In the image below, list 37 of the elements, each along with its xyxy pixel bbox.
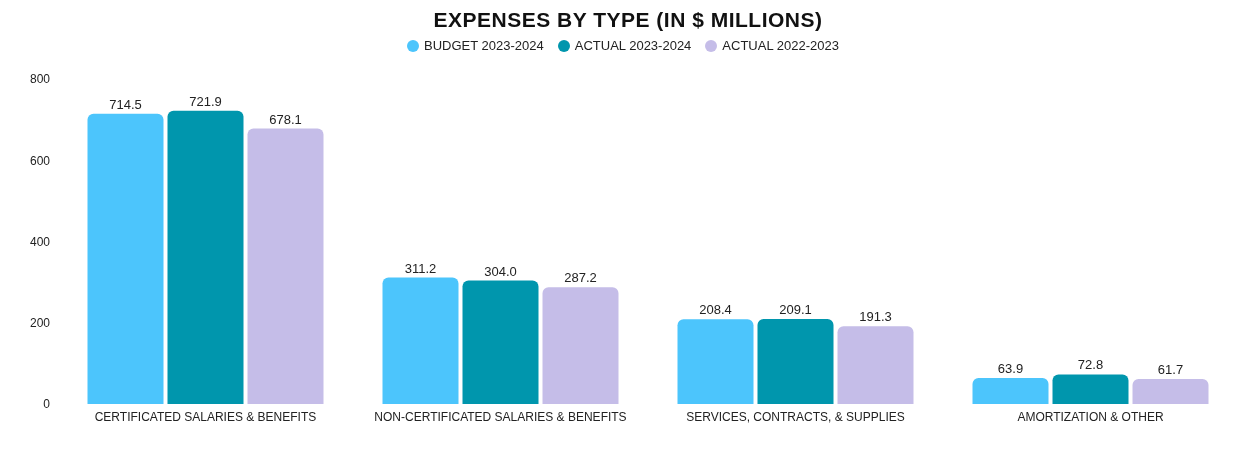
text: 72.8 [1077, 357, 1104, 373]
bar [247, 128, 324, 404]
bar [167, 110, 244, 404]
bar [87, 113, 164, 404]
text: 209.1 [779, 302, 812, 318]
bar [972, 378, 1049, 404]
bar [677, 319, 754, 404]
bar [757, 319, 834, 404]
text: 63.9 [997, 361, 1024, 377]
text: 191.3 [859, 309, 892, 325]
bar [1052, 374, 1129, 404]
legend-label: ACTUAL 2022-2023 [722, 38, 839, 53]
x-tick-label: SERVICES, CONTRACTS, & SUPPLIES [686, 409, 905, 424]
x-tick-label: CERTIFICATED SALARIES & BENEFITS [94, 409, 317, 424]
bar [382, 277, 459, 404]
bar [462, 280, 539, 404]
text: 714.5 [109, 96, 142, 112]
y-tick-label: 0 [43, 397, 51, 412]
x-tick-label: AMORTIZATION & OTHER [1017, 409, 1164, 424]
text: 311.2 [404, 260, 437, 276]
bar [1132, 378, 1209, 404]
text: 61.7 [1157, 361, 1184, 377]
bar [542, 287, 619, 404]
y-tick-label: 600 [29, 153, 51, 168]
legend-label: ACTUAL 2023-2024 [574, 38, 692, 53]
x-tick-label: NON-CERTIFICATED SALARIES & BENEFITS [374, 409, 627, 424]
text: 304.0 [484, 263, 517, 279]
text: 287.2 [564, 270, 597, 286]
legend-label: BUDGET 2023-2024 [424, 38, 544, 53]
chart-title: EXPENSES BY TYPE (IN $ MILLIONS) [432, 8, 824, 32]
text: 721.9 [189, 93, 222, 109]
bar [837, 326, 914, 404]
y-tick-label: 200 [29, 316, 51, 331]
y-tick-label: 800 [29, 72, 51, 87]
text: 208.4 [699, 302, 732, 318]
y-tick-label: 400 [29, 234, 51, 249]
text: 678.1 [269, 111, 302, 127]
